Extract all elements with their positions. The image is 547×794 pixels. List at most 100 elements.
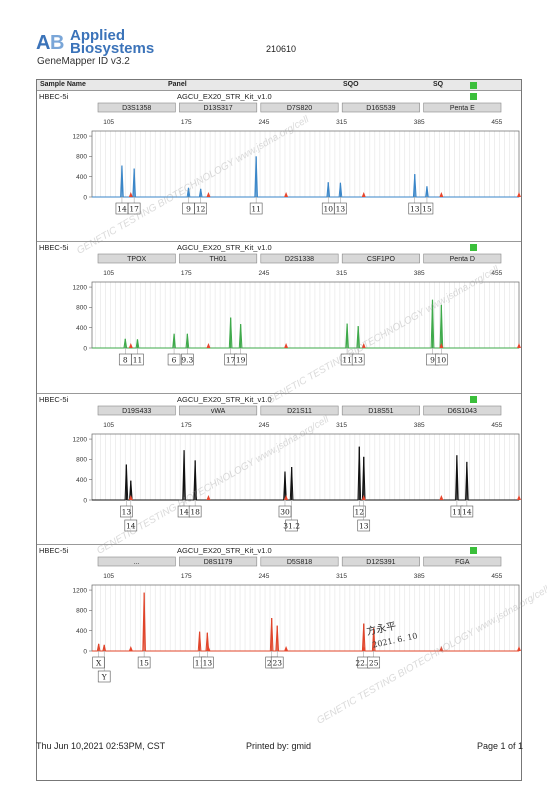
- y-tick-label: 400: [76, 174, 87, 181]
- y-tick-label: 0: [83, 345, 87, 352]
- marker-box: [179, 405, 258, 416]
- marker-label: TPOX: [127, 256, 146, 263]
- marker-label: vWA: [211, 408, 226, 415]
- allele-label: 15: [422, 205, 432, 214]
- panel-sample-name: HBEC-5i: [39, 92, 69, 101]
- y-tick-label: 0: [83, 194, 87, 201]
- black-electropherogram: D19S433 vWA D21S11 D18S51 D6S1043 105 175 245 31…: [73, 405, 521, 532]
- marker-label: ...: [134, 559, 140, 566]
- allele-box: [131, 353, 144, 366]
- allele-box: [234, 353, 247, 366]
- allele-box: [92, 656, 105, 669]
- allele-box: [120, 505, 133, 518]
- marker-label: D3S1358: [122, 105, 151, 112]
- svg-text:B: B: [50, 32, 64, 54]
- quality-flag: [470, 396, 477, 403]
- marker-label: D19S433: [122, 408, 151, 415]
- marker-label: CSF1PO: [367, 256, 396, 263]
- allele-label: 10: [437, 356, 447, 365]
- y-tick-label: 400: [76, 477, 87, 484]
- allele-label: 11: [342, 356, 352, 365]
- marker-box: [423, 102, 502, 113]
- marker-box: [341, 102, 420, 113]
- x-tick-label: 385: [414, 270, 425, 277]
- allele-box: [334, 202, 347, 215]
- x-tick-label: 385: [414, 573, 425, 580]
- marker-box: [341, 253, 420, 264]
- x-tick-label: 315: [336, 119, 347, 126]
- printed-by: Printed by: gmid: [246, 741, 312, 751]
- allele-box: [167, 353, 181, 366]
- allele-box: [137, 656, 151, 669]
- x-tick-label: 105: [103, 119, 114, 126]
- size-standard-marker: [284, 495, 289, 500]
- allele-box: [420, 202, 434, 215]
- panel-blue: HBEC-5i AGCU_EX20_STR_Kit_v1.0 D3S1358 D1…: [37, 90, 521, 239]
- blue-electropherogram: D3S1358 D13S317 D7S820 D16S539 Penta E 105 175…: [73, 102, 521, 215]
- allele-label: 13: [122, 508, 132, 517]
- allele-label: 19: [236, 356, 246, 365]
- allele-label: 11: [452, 508, 462, 517]
- allele-box: [188, 505, 202, 518]
- quality-flag: [470, 93, 477, 100]
- marker-label: Penta D: [450, 256, 475, 263]
- allele-label: 30: [280, 508, 290, 517]
- quality-flag: [470, 547, 477, 554]
- allele-label: 23: [272, 659, 282, 668]
- applied-biosystems-logo: A B: [36, 30, 96, 56]
- col-sqo: SQO: [343, 81, 359, 88]
- x-tick-label: 315: [336, 422, 347, 429]
- allele-box: [357, 519, 371, 532]
- marker-box: [179, 556, 258, 567]
- x-tick-label: 175: [181, 422, 192, 429]
- marker-box: [260, 405, 339, 416]
- brand-line1: Applied: [70, 27, 125, 44]
- marker-label: Penta E: [450, 105, 475, 112]
- size-standard-marker: [128, 343, 133, 348]
- green-electropherogram: TPOX TH01 D2S1338 CSF1PO Penta D 105 175 245 315…: [73, 253, 521, 366]
- y-tick-label: 0: [83, 497, 87, 504]
- allele-label: 15: [139, 659, 149, 668]
- marker-label: TH01: [210, 256, 227, 263]
- size-standard-marker: [439, 646, 444, 651]
- x-tick-label: 315: [336, 573, 347, 580]
- marker-box: [260, 556, 339, 567]
- x-tick-label: 455: [491, 422, 502, 429]
- allele-box: [249, 202, 263, 215]
- allele-label: 9: [430, 356, 435, 365]
- marker-box: [260, 253, 339, 264]
- panel-kit-name: AGCU_EX20_STR_Kit_v1.0: [177, 395, 272, 404]
- page-number: Page 1 of 1: [477, 741, 524, 751]
- allele-label: 9: [186, 205, 191, 214]
- x-tick-label: 175: [181, 573, 192, 580]
- marker-label: D12S391: [366, 559, 395, 566]
- x-tick-label: 105: [103, 422, 114, 429]
- marker-label: D16S539: [366, 105, 395, 112]
- allele-label: 13: [203, 659, 213, 668]
- panel-sample-name: HBEC-5i: [39, 395, 69, 404]
- panel-green: HBEC-5i AGCU_EX20_STR_Kit_v1.0 TPOX TH01 D…: [37, 241, 521, 390]
- allele-box: [124, 519, 138, 532]
- x-tick-label: 455: [491, 270, 502, 277]
- allele-label: 13: [359, 522, 369, 531]
- size-standard-marker: [128, 192, 133, 197]
- marker-box: [97, 253, 176, 264]
- x-tick-label: 175: [181, 119, 192, 126]
- allele-box: [435, 353, 448, 366]
- panel-red: HBEC-5i AGCU_EX20_STR_Kit_v1.0 ... D8S117…: [37, 544, 521, 693]
- allele-label: 11: [133, 356, 143, 365]
- allele-box: [351, 353, 365, 366]
- electropherogram-sheet: Sample Name Panel SQO SQ HBEC-5i AGCU_EX…: [36, 79, 522, 781]
- panel-sample-name: HBEC-5i: [39, 546, 69, 555]
- marker-box: [97, 102, 176, 113]
- y-tick-label: 1200: [73, 436, 88, 443]
- size-standard-marker: [206, 343, 211, 348]
- size-standard-marker: [361, 192, 366, 197]
- allele-box: [352, 505, 366, 518]
- x-tick-label: 245: [258, 573, 269, 580]
- marker-box: [97, 405, 176, 416]
- size-standard-marker: [361, 495, 366, 500]
- quality-flag: [470, 82, 477, 89]
- x-tick-label: 175: [181, 270, 192, 277]
- y-tick-label: 1200: [73, 284, 88, 291]
